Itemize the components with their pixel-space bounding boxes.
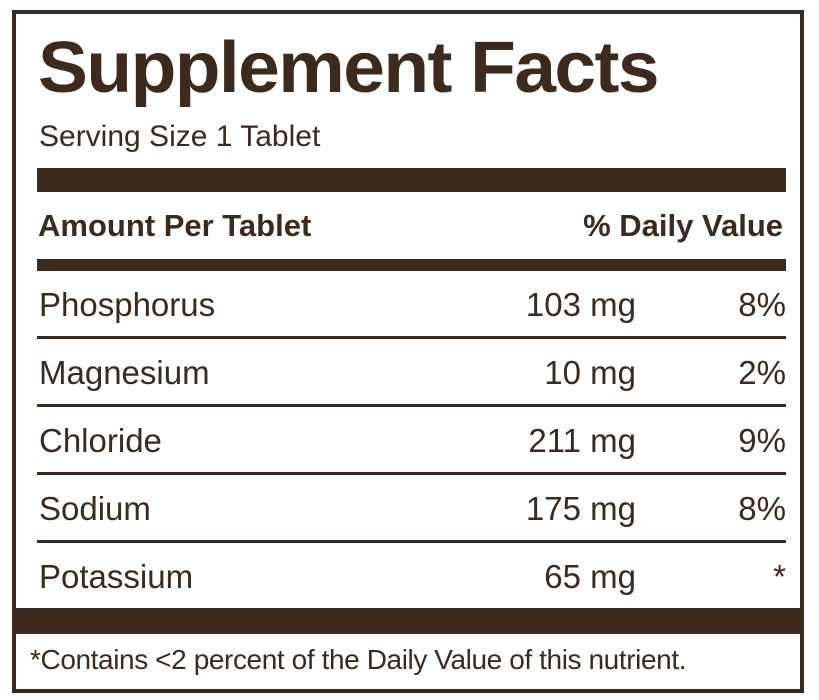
nutrient-amount: 103 mg [525, 286, 636, 323]
nutrient-amount: 175 mg [525, 490, 636, 527]
panel-title: Supplement Facts [38, 28, 660, 108]
divider-bottom [16, 608, 800, 634]
nutrient-daily-value: 8% [738, 490, 786, 527]
nutrient-row: Chloride 211 mg 9% [37, 407, 786, 475]
supplement-facts-panel: Supplement Facts Serving Size 1 Tablet A… [12, 10, 804, 693]
nutrient-name: Potassium [39, 558, 194, 595]
nutrient-daily-value: 8% [738, 286, 786, 323]
divider-thick [37, 168, 786, 192]
nutrient-amount: 10 mg [544, 354, 636, 391]
nutrient-row: Sodium 175 mg 8% [37, 475, 786, 543]
daily-value-header: % Daily Value [583, 208, 783, 243]
nutrient-name: Magnesium [39, 354, 210, 391]
amount-per-tablet-header: Amount Per Tablet [38, 208, 312, 243]
nutrient-daily-value: 9% [738, 422, 786, 459]
nutrient-row: Potassium 65 mg * [37, 543, 786, 611]
divider-medium [37, 259, 786, 271]
serving-size: Serving Size 1 Tablet [39, 120, 321, 153]
nutrient-row: Phosphorus 103 mg 8% [37, 271, 786, 339]
nutrient-name: Chloride [39, 422, 162, 459]
nutrient-daily-value: 2% [738, 354, 786, 391]
nutrient-row: Magnesium 10 mg 2% [37, 339, 786, 407]
nutrient-daily-value: * [773, 558, 786, 595]
nutrient-name: Phosphorus [39, 286, 216, 323]
footnote: *Contains <2 percent of the Daily Value … [30, 644, 687, 675]
nutrient-name: Sodium [39, 490, 151, 527]
nutrient-amount: 211 mg [528, 422, 636, 459]
nutrient-rows: Phosphorus 103 mg 8% Magnesium 10 mg 2% … [37, 271, 786, 611]
nutrient-amount: 65 mg [544, 558, 636, 595]
